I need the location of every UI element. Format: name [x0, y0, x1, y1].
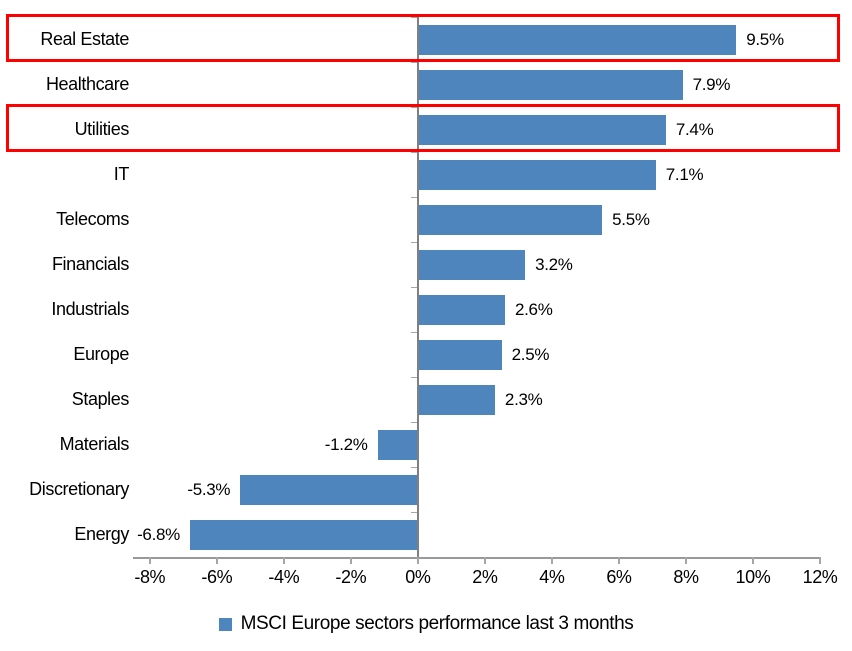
category-tick: [410, 286, 418, 288]
x-tick-label: -4%: [268, 567, 300, 587]
bar: [189, 519, 418, 550]
category-tick: [410, 241, 418, 243]
category-tick: [410, 466, 418, 468]
value-label: 2.5%: [511, 344, 550, 364]
value-label: -1.2%: [324, 434, 368, 454]
category-label: IT: [113, 164, 130, 184]
x-tick-label: 10%: [735, 567, 771, 587]
x-tick-label: 6%: [606, 567, 632, 587]
category-tick: [410, 196, 418, 198]
x-tick: [752, 557, 754, 564]
bar: [417, 114, 666, 145]
category-tick: [410, 511, 418, 513]
highlight-box: [6, 103, 840, 152]
bar: [417, 249, 526, 280]
value-label: 7.1%: [665, 164, 704, 184]
x-tick: [350, 557, 352, 564]
bar: [417, 339, 502, 370]
category-tick: [410, 106, 418, 108]
category-tick: [410, 61, 418, 63]
value-label: 3.2%: [535, 254, 573, 274]
legend-label: MSCI Europe sectors performance last 3 m…: [240, 613, 634, 634]
category-label: Telecoms: [56, 209, 129, 229]
bar: [417, 204, 603, 235]
category-label: Staples: [71, 389, 130, 409]
category-label: Europe: [73, 344, 129, 364]
value-label: 7.9%: [692, 74, 731, 94]
x-tick-label: -2%: [335, 567, 367, 587]
legend: MSCI Europe sectors performance last 3 m…: [0, 610, 852, 638]
x-tick: [551, 557, 553, 564]
category-label: Energy: [74, 524, 129, 544]
value-label: 2.6%: [514, 299, 553, 319]
bar: [417, 159, 656, 190]
x-tick: [819, 557, 821, 564]
x-tick: [685, 557, 687, 564]
category-tick: [410, 151, 418, 153]
category-tick: [410, 376, 418, 378]
value-label: -5.3%: [187, 479, 231, 499]
x-tick: [283, 557, 285, 564]
value-label: 7.4%: [675, 119, 714, 139]
x-tick: [618, 557, 620, 564]
x-tick: [484, 557, 486, 564]
x-tick-label: 2%: [472, 567, 498, 587]
bar: [417, 24, 737, 55]
x-tick-label: 4%: [539, 567, 565, 587]
category-label: Healthcare: [45, 74, 129, 94]
bar: [417, 69, 683, 100]
x-tick-label: 8%: [673, 567, 699, 587]
category-label: Discretionary: [29, 479, 129, 499]
value-label: 9.5%: [746, 29, 784, 49]
legend-swatch-icon: [218, 617, 232, 631]
value-label: -6.8%: [137, 524, 180, 544]
x-tick: [216, 557, 218, 564]
x-tick-label: 0%: [405, 567, 431, 587]
category-label: Materials: [59, 434, 130, 454]
x-tick: [417, 557, 419, 564]
x-tick: [149, 557, 151, 564]
bar: [240, 474, 418, 505]
category-label: Financials: [51, 254, 129, 274]
category-label: Industrials: [51, 299, 129, 319]
bar: [417, 384, 495, 415]
value-label: 2.3%: [504, 389, 543, 409]
category-label: Utilities: [74, 119, 130, 139]
x-axis-line: [133, 557, 820, 559]
bar: [417, 294, 505, 325]
highlight-box: [6, 13, 840, 62]
x-tick-label: -8%: [134, 567, 166, 587]
bar: [377, 429, 418, 460]
value-label: 5.5%: [612, 209, 650, 229]
zero-axis-line: [417, 14, 419, 557]
x-tick-label: 12%: [802, 567, 838, 587]
x-tick-label: -6%: [201, 567, 233, 587]
category-label: Real Estate: [40, 29, 129, 49]
category-tick: [410, 421, 418, 423]
category-tick: [410, 16, 418, 18]
category-tick: [410, 331, 418, 333]
